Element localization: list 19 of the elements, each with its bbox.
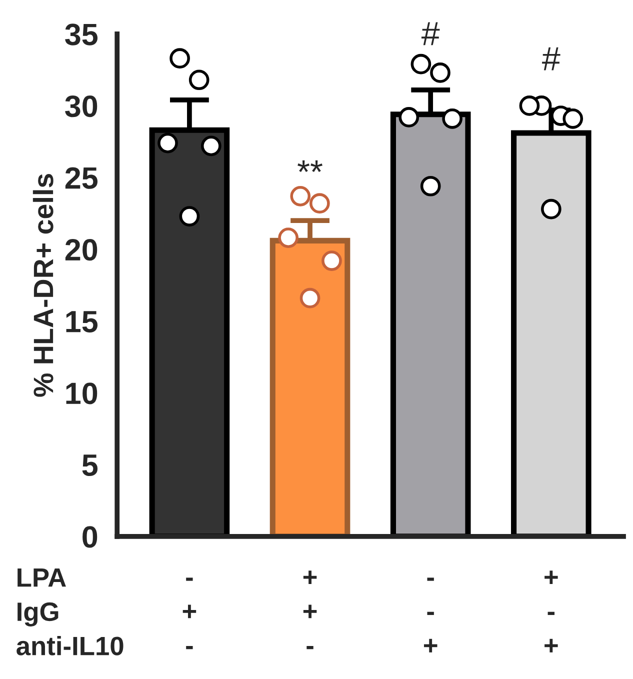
y-tick-label: 20	[65, 239, 98, 261]
x-tick-label: - - +	[424, 578, 438, 652]
y-axis-title: % HLA-DR+ cells	[32, 174, 54, 397]
x-tick-label: + - +	[544, 570, 558, 652]
y-tick-label: 25	[65, 167, 98, 189]
text: IgG	[18, 602, 58, 626]
annotation: **	[298, 160, 322, 172]
y-tick-label: 30	[65, 95, 98, 118]
y-tick-label: 0	[82, 526, 98, 548]
x-tick-label: - + -	[182, 578, 196, 650]
text: anti-IL10	[16, 636, 124, 656]
text: LPA	[18, 568, 66, 587]
y-tick-label: 5	[82, 454, 98, 476]
annotation: #	[542, 47, 560, 70]
annotation: #	[421, 22, 440, 46]
x-tick-label: + + -	[303, 570, 317, 650]
y-tick-label: 10	[66, 382, 98, 404]
y-tick-label: 15	[66, 311, 98, 332]
y-tick-label: 35	[65, 24, 98, 46]
